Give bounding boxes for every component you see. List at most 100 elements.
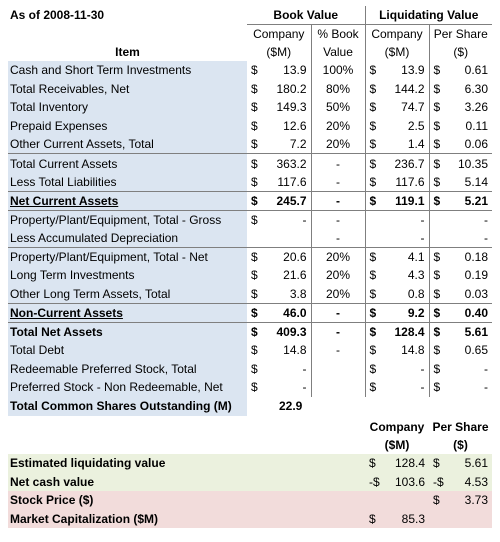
per-share-value: $0.06 xyxy=(428,135,492,154)
pct-book-value: - xyxy=(310,321,365,341)
per-share-value: $ - xyxy=(428,359,492,378)
liq-company-value: $ - xyxy=(364,377,429,397)
summary-per-share-header-1: Per Share xyxy=(432,420,489,434)
row-item-label: Prepaid Expenses xyxy=(8,116,247,136)
liq-company-value: $2.5 xyxy=(364,116,429,136)
summary-per-share-value xyxy=(429,509,492,529)
pct-book-value: - xyxy=(310,172,365,192)
bv-company-value: $363.2 xyxy=(247,153,311,173)
pct-book-value: 20% xyxy=(310,135,365,154)
pct-book-value xyxy=(310,359,365,378)
liq-company-value: $1.4 xyxy=(364,135,429,154)
row-item-label: Other Long Term Assets, Total xyxy=(8,284,247,304)
summary-company-value: -$ 103.6 xyxy=(365,472,429,492)
per-share-value: $ - xyxy=(428,377,492,397)
summary-company-header-2: ($M) xyxy=(384,438,410,452)
per-share-header-2: ($) xyxy=(428,43,492,61)
liq-company-value: $128.4 xyxy=(364,321,429,341)
table-row: Property/Plant/Equipment, Total - Net $20… xyxy=(8,246,492,266)
row-item-label: Long Term Investments xyxy=(8,265,247,285)
pct-book-header-2: Value xyxy=(310,43,365,61)
table-row: Total Common Shares Outstanding (M) 22.9 xyxy=(8,396,492,416)
row-item-label: Total Inventory xyxy=(8,98,247,117)
bv-company-value xyxy=(247,229,311,248)
pct-book-value xyxy=(310,377,365,397)
pct-book-value: - xyxy=(310,209,365,229)
per-share-value: - xyxy=(428,209,492,229)
per-share-value: - xyxy=(428,228,492,248)
per-share-value: $0.11 xyxy=(428,116,492,136)
per-share-value: $3.26 xyxy=(428,98,492,117)
table-row: Redeemable Preferred Stock, Total $ - $ - $ - xyxy=(8,359,492,378)
summary-company-header-1: Company xyxy=(369,420,425,434)
book-value-header: Book Value xyxy=(247,6,365,25)
bv-company-value: $12.6 xyxy=(251,119,307,134)
liq-company-value: $74.7 xyxy=(364,98,429,117)
liq-company-value: - xyxy=(364,209,429,229)
bv-company-value: $245.7 xyxy=(247,190,311,211)
liquidating-value-header: Liquidating Value xyxy=(364,6,492,25)
bv-company-value: $46.0 xyxy=(247,302,311,323)
row-item-label: Less Accumulated Depreciation xyxy=(8,228,247,248)
bv-company-value: $13.9 xyxy=(251,63,307,78)
table-row: Other Current Assets, Total $7.2 20% $1.4 $0… xyxy=(8,135,492,154)
summary-row: Estimated liquidating value $128.4 $5.61 xyxy=(8,454,492,473)
summary-label: Estimated liquidating value xyxy=(8,454,365,473)
per-share-value: $10.35 xyxy=(428,153,492,173)
per-share-value: $5.14 xyxy=(428,172,492,192)
bv-company-value: $21.6 xyxy=(251,268,307,283)
bv-company-value: $ - xyxy=(251,361,307,376)
table-row: Prepaid Expenses $12.6 20% $2.5 $0.11 xyxy=(8,116,492,136)
summary-per-share-header-2: ($) xyxy=(453,438,468,452)
per-share-value: $5.61 xyxy=(428,321,492,341)
summary-row: Market Capitalization ($M) $85.3 xyxy=(8,509,492,529)
bv-company-value: $149.3 xyxy=(251,100,307,115)
pct-book-value: - xyxy=(310,190,365,211)
table-row: Total Debt $14.8- $14.8 $0.65 xyxy=(8,340,492,360)
summary-per-share-value: $3.73 xyxy=(429,491,492,510)
row-item-label: Less Total Liabilities xyxy=(8,172,247,192)
bv-company-value: $ - xyxy=(251,380,307,395)
per-share-value: $0.61 xyxy=(428,61,492,80)
table-row: Less Accumulated Depreciation - - - xyxy=(8,228,492,248)
summary-label: Stock Price ($) xyxy=(8,491,365,510)
row-item-label: Preferred Stock - Non Redeemable, Net xyxy=(8,377,247,397)
summary-row: Net cash value -$ 103.6 -$ 4.53 xyxy=(8,472,492,492)
liq-company-value: $13.9 xyxy=(364,61,429,80)
summary-row: Stock Price ($) $3.73 xyxy=(8,491,492,510)
pct-book-value: - xyxy=(310,340,365,360)
summary-company-value xyxy=(365,491,429,510)
liq-company-value: $236.7 xyxy=(364,153,429,173)
pct-book-value: - xyxy=(310,228,365,248)
liq-company-header-2: ($M) xyxy=(364,43,429,61)
per-share-header-1: Per Share xyxy=(428,24,492,43)
bv-company-value: $14.8 xyxy=(251,343,307,358)
liq-company-header-1: Company xyxy=(364,24,429,43)
liq-company-value: $ - xyxy=(364,359,429,378)
summary-per-share-value: $5.61 xyxy=(429,454,492,473)
bv-company-value: $7.2 xyxy=(251,137,307,152)
table-row: Net Current Assets $245.7- $119.1 $5.21 xyxy=(8,190,492,211)
row-item-label: Total Receivables, Net xyxy=(8,79,247,99)
bv-company-value: $117.6 xyxy=(251,174,307,189)
summary-company-value: $85.3 xyxy=(365,509,429,529)
pct-book-value: 80% xyxy=(310,79,365,99)
per-share-value: $0.18 xyxy=(428,246,492,266)
bv-company-value: $180.2 xyxy=(251,81,307,96)
liq-company-value: $14.8 xyxy=(364,340,429,360)
item-header: Item xyxy=(115,45,140,59)
pct-book-value: 20% xyxy=(310,246,365,266)
as-of-date: As of 2008-11-30 xyxy=(10,8,105,23)
table-row: Long Term Investments $21.6 20% $4.3 $0.19 xyxy=(8,265,492,285)
per-share-value: $0.65 xyxy=(428,340,492,360)
summary-label: Market Capitalization ($M) xyxy=(8,509,365,529)
summary-per-share-value: -$ 4.53 xyxy=(429,472,492,492)
bv-company-header-1: Company xyxy=(253,27,305,41)
liq-company-value: $4.1 xyxy=(364,246,429,266)
bv-company-header-2: ($M) xyxy=(266,45,292,59)
pct-book-value: 20% xyxy=(310,265,365,285)
per-share-value: $5.21 xyxy=(428,190,492,211)
liq-company-value: $4.3 xyxy=(364,265,429,285)
liq-company-value: $0.8 xyxy=(364,284,429,304)
table-row: Less Total Liabilities $117.6- $117.6 $5.14 xyxy=(8,172,492,192)
